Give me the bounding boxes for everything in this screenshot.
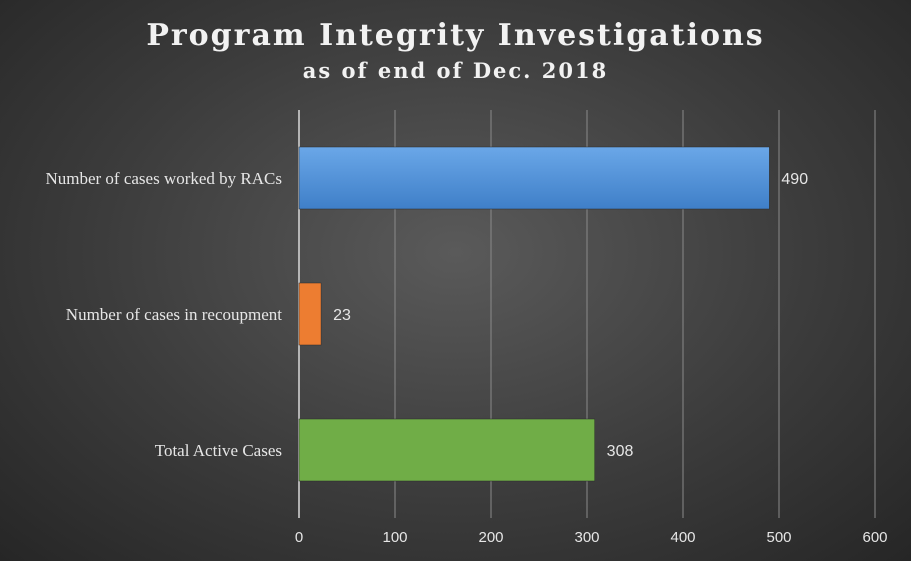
bar	[298, 418, 595, 482]
chart-title: Program Integrity Investigations	[146, 18, 765, 53]
bar	[298, 146, 770, 210]
category-label: Number of cases in recoupment	[66, 305, 282, 324]
chart-subtitle: as of end of Dec. 2018	[302, 58, 609, 83]
x-tick-label: 300	[574, 529, 599, 546]
x-tick-label: 400	[670, 529, 695, 546]
category-label: Total Active Cases	[155, 441, 282, 460]
category-label: Number of cases worked by RACs	[45, 169, 282, 188]
data-label: 308	[607, 443, 634, 460]
data-label: 23	[333, 307, 351, 324]
x-tick-label: 200	[478, 529, 503, 546]
x-tick-label: 0	[295, 529, 303, 546]
x-tick-label: 600	[862, 529, 887, 546]
x-tick-label: 500	[766, 529, 791, 546]
x-tick-label: 100	[382, 529, 407, 546]
bar	[298, 282, 322, 346]
data-label: 490	[781, 171, 808, 188]
